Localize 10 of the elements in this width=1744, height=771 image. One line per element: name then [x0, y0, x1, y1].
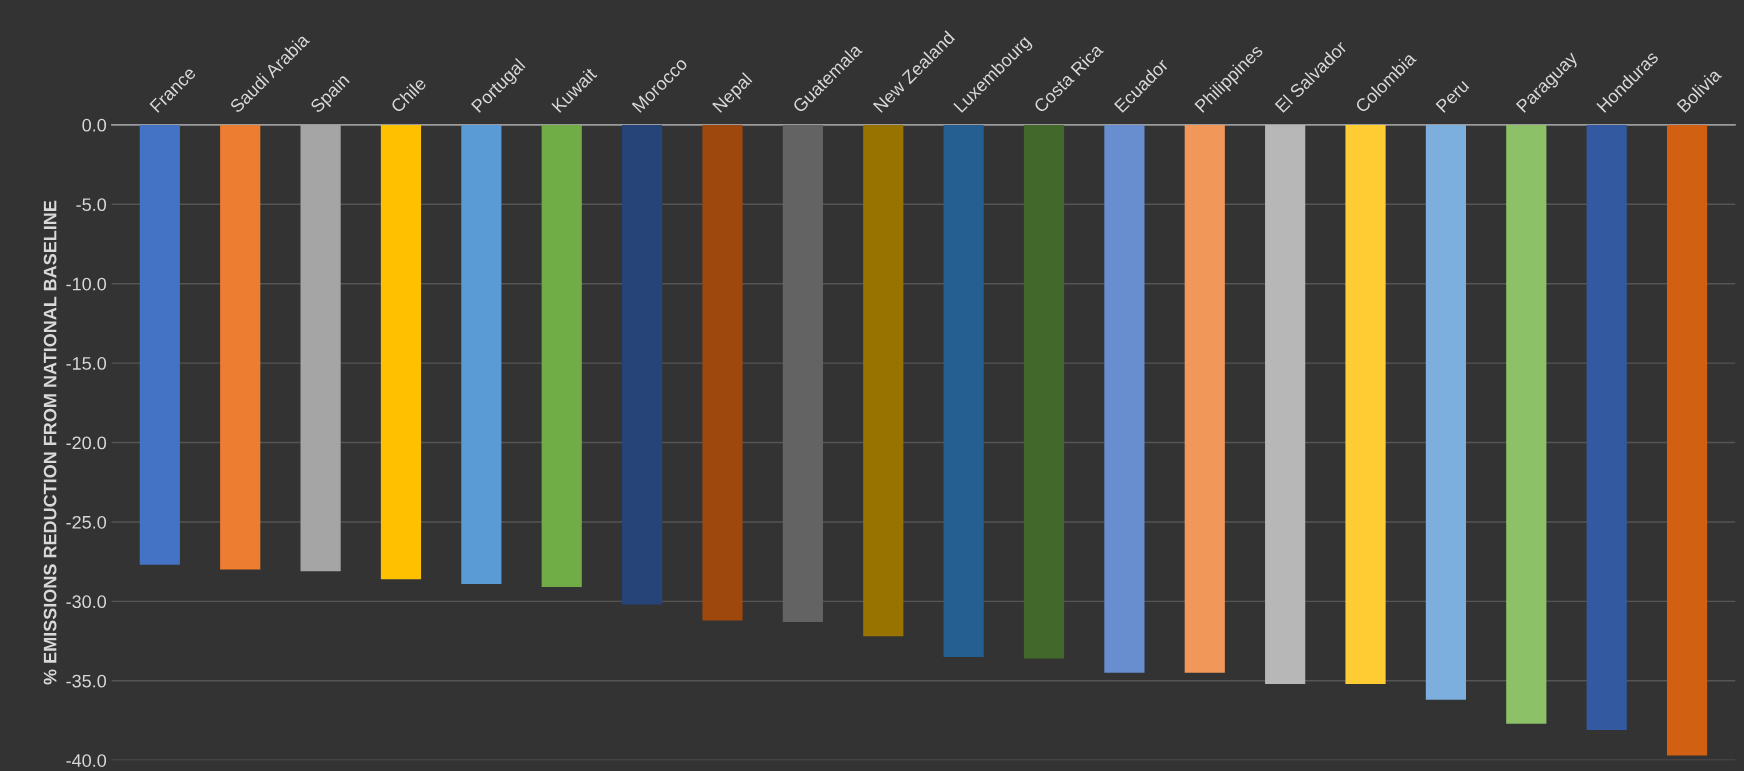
y-tick-label: -40.0: [66, 754, 107, 767]
y-tick-label: 0.0: [82, 118, 107, 132]
y-tick-label: -30.0: [66, 595, 107, 609]
y-tick-label: -20.0: [66, 436, 107, 450]
y-tick-label: -5.0: [76, 198, 107, 212]
y-axis-title: % EMISSIONS REDUCTION FROM NATIONAL BASELINE: [43, 200, 57, 685]
y-tick-label: -10.0: [66, 277, 107, 291]
y-tick-label: -15.0: [66, 357, 107, 370]
y-tick-label: -35.0: [66, 674, 107, 688]
y-tick-label: -25.0: [66, 515, 107, 529]
